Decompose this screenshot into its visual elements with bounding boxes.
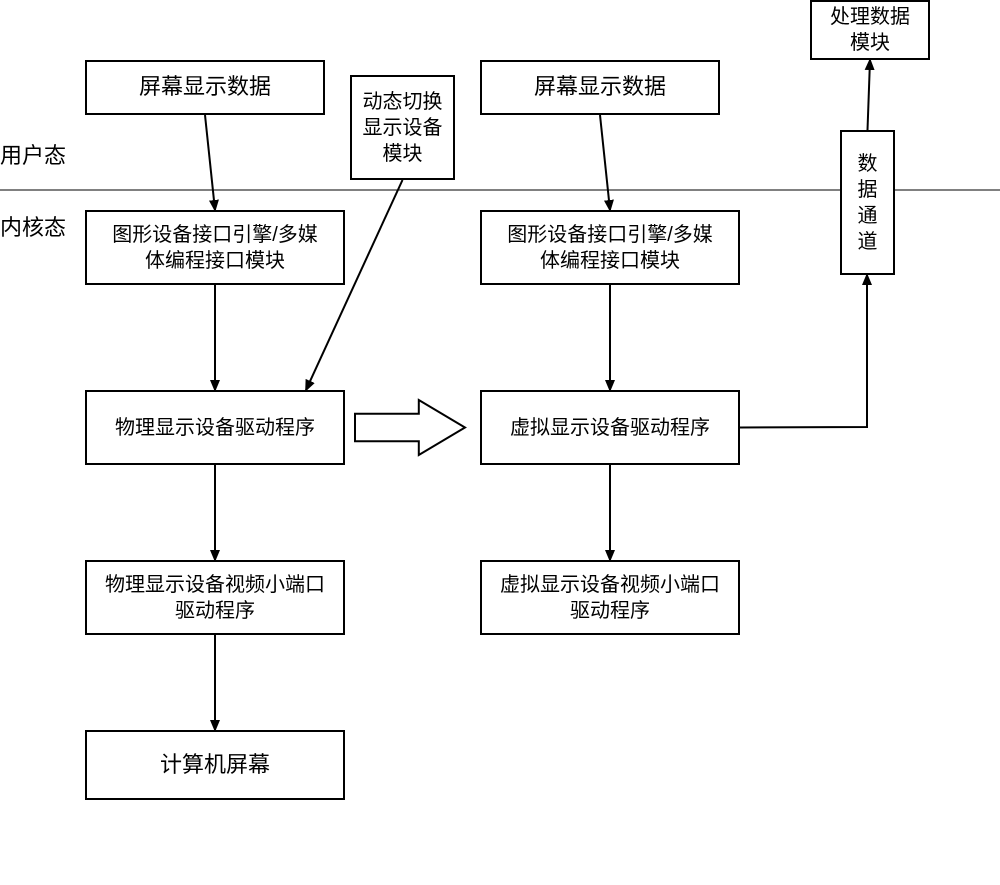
node-proc_data: 处理数据 模块 xyxy=(810,0,930,60)
label-user_mode: 用户态 xyxy=(0,138,66,170)
node-label: 处理数据 模块 xyxy=(830,4,910,56)
label-kernel_mode: 内核态 xyxy=(0,210,66,242)
node-phys_drv: 物理显示设备驱动程序 xyxy=(85,390,345,465)
node-switch_mod: 动态切换 显示设备 模块 xyxy=(350,75,455,180)
edge-arrow xyxy=(740,275,867,428)
node-gdi_r: 图形设备接口引擎/多媒 体编程接口模块 xyxy=(480,210,740,285)
edge-arrow xyxy=(868,60,871,130)
node-label: 虚拟显示设备视频小端口 驱动程序 xyxy=(500,572,720,624)
node-label: 物理显示设备驱动程序 xyxy=(115,415,315,441)
node-data_channel: 数 据 通 道 xyxy=(840,130,895,275)
node-label: 动态切换 显示设备 模块 xyxy=(363,89,443,167)
node-computer_screen: 计算机屏幕 xyxy=(85,730,345,800)
node-label: 物理显示设备视频小端口 驱动程序 xyxy=(105,572,325,624)
edge-arrow xyxy=(600,115,610,210)
node-virt_drv: 虚拟显示设备驱动程序 xyxy=(480,390,740,465)
node-screen_l: 屏幕显示数据 xyxy=(85,60,325,115)
node-label: 图形设备接口引擎/多媒 体编程接口模块 xyxy=(112,222,318,274)
node-screen_r: 屏幕显示数据 xyxy=(480,60,720,115)
node-label: 屏幕显示数据 xyxy=(534,73,666,102)
node-label: 图形设备接口引擎/多媒 体编程接口模块 xyxy=(507,222,713,274)
node-label: 屏幕显示数据 xyxy=(139,73,271,102)
node-gdi_l: 图形设备接口引擎/多媒 体编程接口模块 xyxy=(85,210,345,285)
node-virt_miniport: 虚拟显示设备视频小端口 驱动程序 xyxy=(480,560,740,635)
node-phys_miniport: 物理显示设备视频小端口 驱动程序 xyxy=(85,560,345,635)
block-arrow xyxy=(355,400,465,455)
node-label: 虚拟显示设备驱动程序 xyxy=(510,415,710,441)
node-label: 计算机屏幕 xyxy=(160,751,270,780)
edge-arrow xyxy=(205,115,215,210)
node-label: 数 据 通 道 xyxy=(858,151,878,255)
